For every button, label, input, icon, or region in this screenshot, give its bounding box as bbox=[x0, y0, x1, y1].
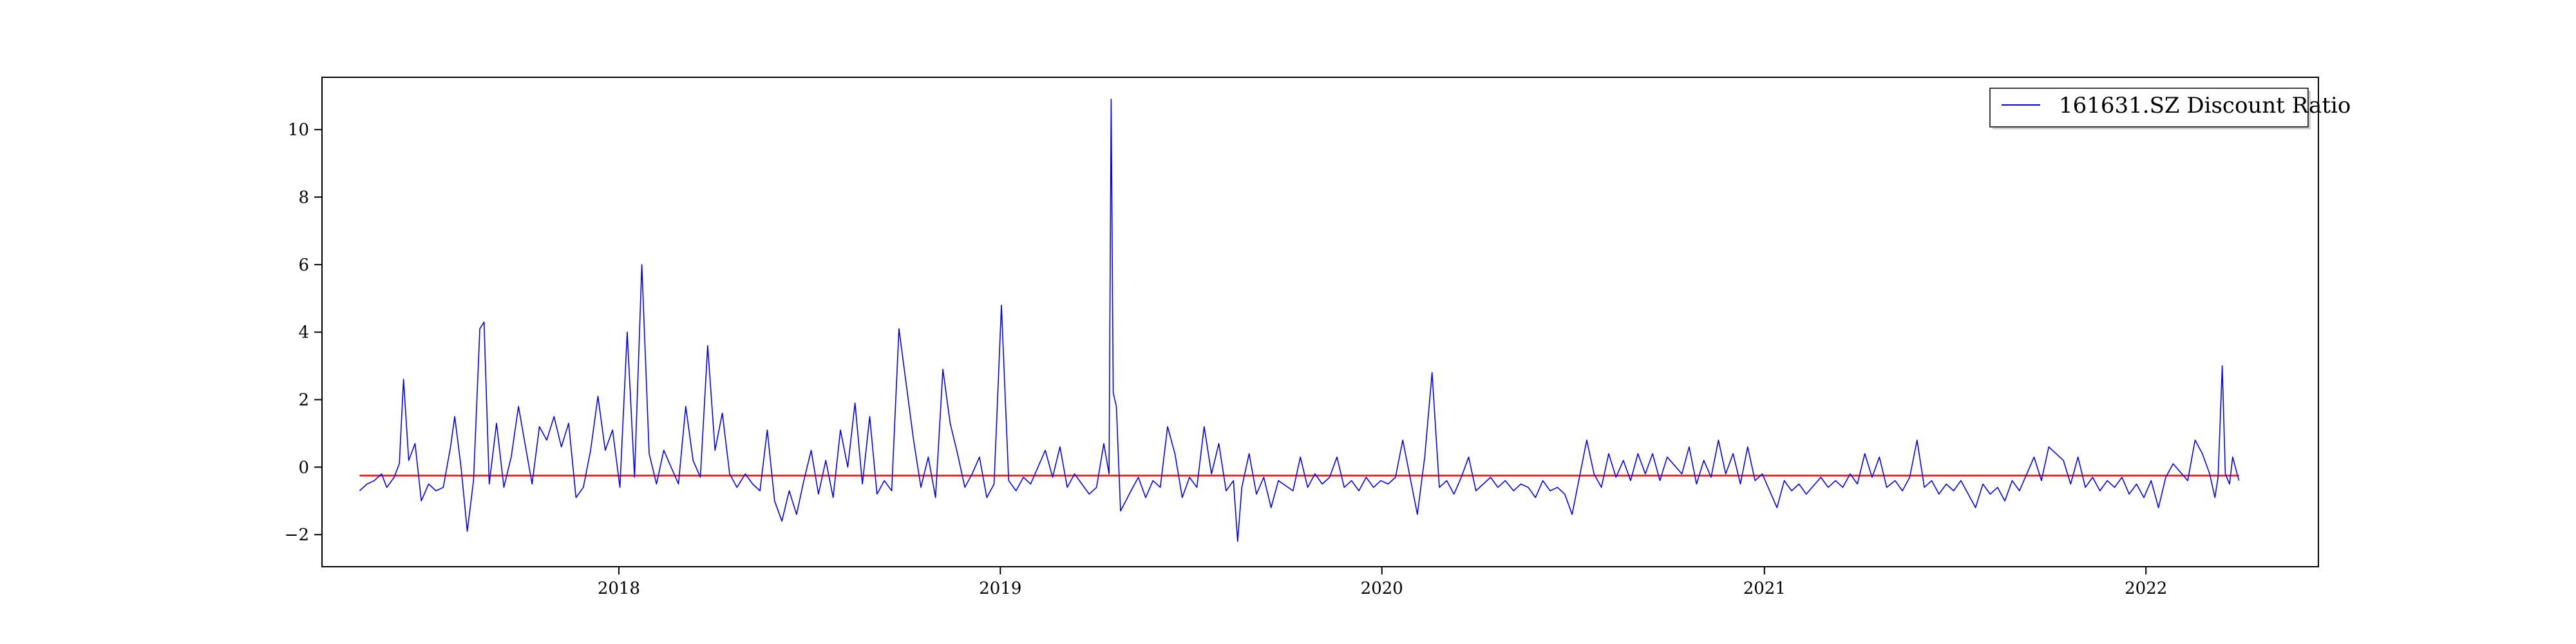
y-tick-label: 8 bbox=[298, 188, 309, 207]
series-line bbox=[359, 99, 2240, 542]
x-tick-label: 2019 bbox=[979, 579, 1021, 598]
x-tick-label: 2020 bbox=[1361, 579, 1403, 598]
y-tick-label: 6 bbox=[298, 256, 309, 275]
plot-area bbox=[321, 77, 2319, 567]
x-tick-label: 2018 bbox=[598, 579, 640, 598]
legend-label: 161631.SZ Discount Ratio bbox=[2059, 93, 2351, 118]
y-tick-label: 0 bbox=[298, 458, 309, 477]
x-tick-label: 2021 bbox=[1743, 579, 1786, 598]
y-axis: −2 0 2 4 6 8 10 bbox=[285, 120, 322, 545]
series-group bbox=[359, 99, 2240, 542]
y-tick-label: −2 bbox=[285, 526, 309, 545]
legend: 161631.SZ Discount Ratio bbox=[1989, 88, 2351, 129]
legend-box bbox=[1989, 88, 2309, 128]
y-tick-label: 4 bbox=[298, 323, 309, 343]
y-tick-label: 2 bbox=[298, 391, 309, 410]
y-tick-label: 10 bbox=[288, 120, 309, 140]
x-tick-label: 2022 bbox=[2125, 579, 2167, 598]
x-axis: 2018 2019 2020 2021 2022 bbox=[598, 567, 2167, 598]
